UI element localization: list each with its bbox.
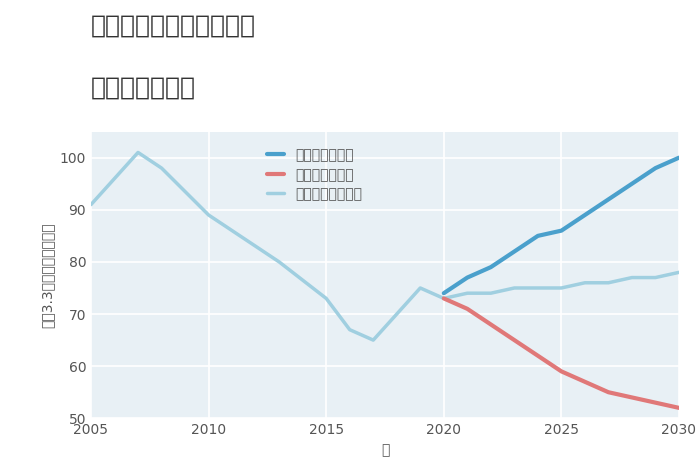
ノーマルシナリオ — [322, 296, 330, 301]
グッドシナリオ — [440, 290, 448, 296]
ノーマルシナリオ — [275, 259, 284, 265]
Legend: グッドシナリオ, バッドシナリオ, ノーマルシナリオ: グッドシナリオ, バッドシナリオ, ノーマルシナリオ — [263, 144, 366, 206]
ノーマルシナリオ — [158, 165, 166, 171]
バッドシナリオ — [510, 337, 519, 343]
Line: ノーマルシナリオ: ノーマルシナリオ — [91, 152, 679, 340]
バッドシナリオ — [651, 400, 659, 406]
ノーマルシナリオ — [604, 280, 612, 286]
バッドシナリオ — [440, 296, 448, 301]
ノーマルシナリオ — [557, 285, 566, 291]
ノーマルシナリオ — [675, 269, 683, 275]
Line: グッドシナリオ: グッドシナリオ — [444, 157, 679, 293]
ノーマルシナリオ — [463, 290, 472, 296]
グッドシナリオ — [510, 249, 519, 254]
バッドシナリオ — [557, 368, 566, 374]
ノーマルシナリオ — [204, 212, 213, 218]
Text: 土地の価格推移: 土地の価格推移 — [91, 75, 196, 99]
ノーマルシナリオ — [87, 202, 95, 207]
ノーマルシナリオ — [134, 149, 142, 155]
ノーマルシナリオ — [369, 337, 377, 343]
ノーマルシナリオ — [510, 285, 519, 291]
ノーマルシナリオ — [416, 285, 424, 291]
グッドシナリオ — [557, 228, 566, 234]
バッドシナリオ — [628, 395, 636, 400]
Line: バッドシナリオ: バッドシナリオ — [444, 298, 679, 408]
グッドシナリオ — [581, 212, 589, 218]
グッドシナリオ — [533, 233, 542, 239]
グッドシナリオ — [463, 275, 472, 281]
バッドシナリオ — [463, 306, 472, 312]
Text: 兵庫県尼崎市戸ノ内町の: 兵庫県尼崎市戸ノ内町の — [91, 14, 256, 38]
バッドシナリオ — [675, 405, 683, 411]
ノーマルシナリオ — [346, 327, 354, 332]
グッドシナリオ — [628, 181, 636, 187]
ノーマルシナリオ — [228, 228, 237, 234]
バッドシナリオ — [533, 353, 542, 359]
グッドシナリオ — [651, 165, 659, 171]
グッドシナリオ — [604, 196, 612, 202]
X-axis label: 年: 年 — [381, 443, 389, 457]
グッドシナリオ — [675, 155, 683, 160]
ノーマルシナリオ — [581, 280, 589, 286]
ノーマルシナリオ — [533, 285, 542, 291]
ノーマルシナリオ — [651, 275, 659, 281]
バッドシナリオ — [604, 390, 612, 395]
Y-axis label: 坪（3.3㎡）単価（万円）: 坪（3.3㎡）単価（万円） — [40, 222, 54, 328]
バッドシナリオ — [581, 379, 589, 384]
ノーマルシナリオ — [486, 290, 495, 296]
ノーマルシナリオ — [628, 275, 636, 281]
グッドシナリオ — [486, 264, 495, 270]
ノーマルシナリオ — [440, 296, 448, 301]
バッドシナリオ — [486, 321, 495, 327]
